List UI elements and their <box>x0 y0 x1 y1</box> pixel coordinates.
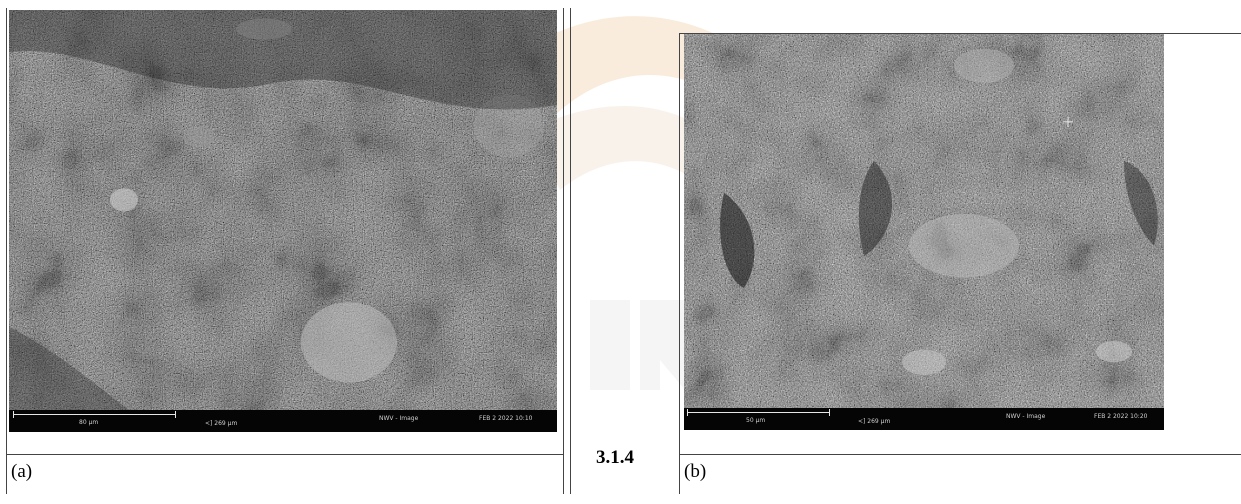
width-label-a: <] 269 µm <box>205 420 238 427</box>
sem-texture-a <box>9 10 557 432</box>
scale-bar-b <box>687 412 829 413</box>
table-border-col3-left <box>679 34 680 494</box>
scale-label-b: 50 µm <box>746 417 766 424</box>
date-label-a: FEB 2 2022 10:10 <box>479 415 533 422</box>
mode-label-a: NWV - Image <box>379 415 419 422</box>
scale-label-a: 80 µm <box>79 419 99 426</box>
table-border-left <box>6 8 7 494</box>
figure-caption-b: (b) <box>684 461 707 482</box>
table-border-col1-right <box>563 8 564 494</box>
sem-info-bar-a: 80 µm <] 269 µm NWV - Image FEB 2 2022 1… <box>9 410 557 432</box>
sem-micrograph-b: 50 µm <] 269 µm NWV - Image FEB 2 2022 1… <box>684 34 1164 430</box>
sem-info-bar-b: 50 µm <] 269 µm NWV - Image FEB 2 2022 1… <box>684 408 1164 430</box>
sem-micrograph-a: 80 µm <] 269 µm NWV - Image FEB 2 2022 1… <box>9 10 557 432</box>
figure-caption-a: (a) <box>11 461 33 482</box>
width-label-b: <] 269 µm <box>858 418 891 425</box>
section-number: 3.1.4 <box>596 447 634 468</box>
table-border-col2-left <box>570 8 571 494</box>
table-row-divider-a <box>6 454 563 455</box>
mode-label-b: NWV - Image <box>1006 413 1046 420</box>
date-label-b: FEB 2 2022 10:20 <box>1094 413 1148 420</box>
sem-texture-b <box>684 34 1164 430</box>
scale-bar-a <box>13 414 175 415</box>
table-border-top-b <box>679 33 1241 34</box>
table-row-divider-b <box>679 454 1241 455</box>
